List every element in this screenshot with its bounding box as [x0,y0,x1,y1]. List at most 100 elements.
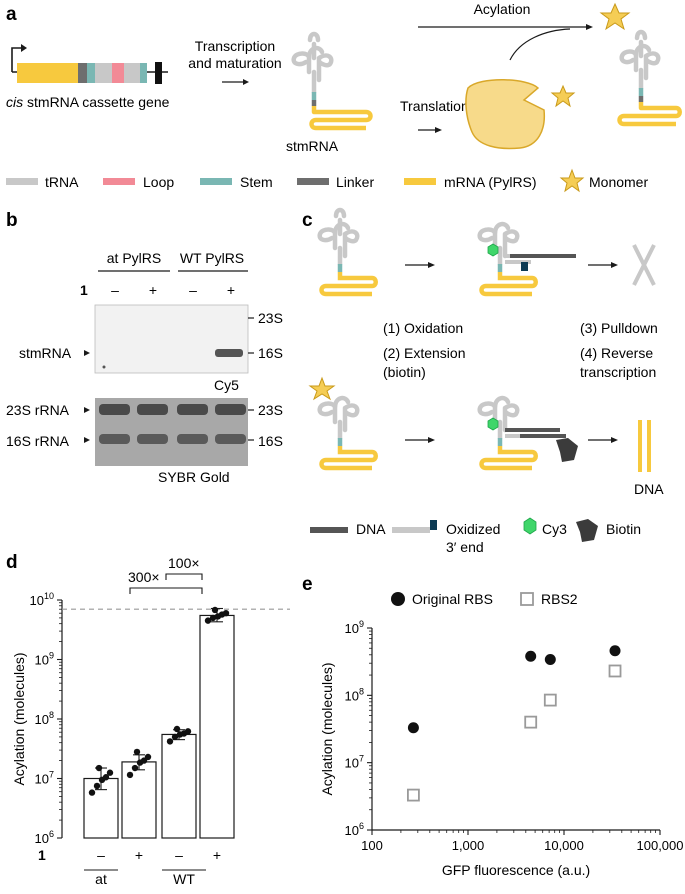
legend-monomer-label: Monomer [589,174,648,190]
e-x-tick-label: 1,000 [452,838,485,853]
stmrna-gel-label: stmRNA [19,345,72,361]
legend-a: tRNA Loop Stem Linker mRNA (PylRS) Monom… [6,168,648,193]
gfp-scatter-chart: 106 107 108 109 100 1,000 10,000 100,000 GFP flu… [319,619,684,878]
transcription-label-1: Transcription [195,38,275,54]
e-original-point [407,722,419,734]
d-compound-sign: – [97,847,105,863]
legend-loop-label: Loop [143,174,174,190]
panel-c-label: c [302,210,313,231]
d-data-point [88,789,96,796]
c-monomer-star-icon [308,376,336,401]
legend-original-label: Original RBS [412,591,493,607]
e-x-axis-label: GFP fluorescence (a.u.) [442,862,590,878]
compound-1-label-d: 1 [38,847,46,863]
step-transcription: transcription [580,364,656,380]
group-at-pylrs-label: at PylRS [107,250,161,266]
group-wt-label: WT [173,871,195,887]
transcription-label-2: and maturation [188,55,281,71]
stmrna-band [215,349,243,357]
legend-dna-label: DNA [356,521,386,537]
legend-biotin-icon [576,519,598,542]
unacylated-trna-diagram [317,207,378,297]
legend-stem-label: Stem [240,174,273,190]
translation-label: Translation [400,98,469,114]
e-x-tick-label: 100,000 [637,838,684,853]
d-y-axis-label: Acylation (molecules) [11,652,27,785]
d-data-point [184,728,192,735]
e-x-tick-label: 100 [361,838,383,853]
step-extension-biotin: (biotin) [383,364,426,380]
d-data-point [144,753,152,761]
e-y-tick-label: 109 [345,619,364,636]
annot-300x: 300× [128,569,160,585]
compound-1-label-b: 1 [80,282,88,298]
legend-trna-label: tRNA [45,174,79,190]
d-data-point [106,769,114,776]
pulldown-fail-cross-icon [632,244,656,286]
legend-original-marker [391,592,405,606]
d-compound-sign: + [213,847,221,863]
d-compound-sign: – [175,847,183,863]
acylated-trna-diagram-c [317,395,378,471]
legend-oxidized-label-1: Oxidized [446,521,500,537]
legend-biotin-label: Biotin [606,521,641,537]
d-bar [161,733,197,839]
step-oxidation: (1) Oxidation [383,320,463,336]
monomer-star-icon [550,84,576,108]
annot-100x: 100× [168,555,200,571]
cy5-gel-image [94,304,249,374]
e-rbs2-point [608,664,622,678]
step-pulldown: (3) Pulldown [580,320,658,336]
gene-cassette-diagram [11,44,168,84]
legend-monomer-star-icon [559,168,585,193]
lane-sign-4: + [227,282,235,298]
d-y-tick-label: 106 [35,829,54,846]
extended-trna-diagram [477,221,576,297]
d-data-point [133,748,141,756]
d-y-tick-label: 109 [35,651,54,668]
e-y-axis-label: Acylation (molecules) [319,662,335,795]
legend-dna-swatch [310,527,348,533]
step-reverse: (4) Reverse [580,345,653,361]
e-original-point [609,645,621,657]
legend-rbs2-marker [520,592,534,606]
acylation-label: Acylation [474,1,531,17]
e-rbs2-point [407,788,420,802]
legend-cy3-label: Cy3 [542,521,567,537]
e-y-tick-label: 106 [345,821,364,838]
legend-linker-label: Linker [336,174,374,190]
d-data-point [166,738,174,745]
panel-e-label: e [302,574,313,595]
legend-mrna-swatch [404,178,436,185]
sybr-gold-label: SYBR Gold [158,469,230,485]
stmrna-diagram [291,31,373,131]
d-y-tick-label: 107 [35,770,54,787]
lane-sign-2: + [149,282,157,298]
acylation-bar-chart: 106 107 108 109 1010 Acylation (molecules) – + –… [11,591,290,863]
e-rbs2-point [524,715,538,729]
d-data-point [126,771,134,779]
legend-stem-swatch [200,178,232,185]
acylated-monomer-star-icon [599,2,631,31]
biotinylated-trna-diagram [477,395,578,471]
legend-mrna-label: mRNA (PylRS) [444,174,537,190]
legend-trna-swatch [6,178,38,185]
panel-d-label: d [6,552,18,573]
d-data-point [131,764,139,772]
panel-b-label: b [6,210,18,231]
stmrna-label: stmRNA [286,138,339,154]
legend-c: DNA Oxidized 3′ end Cy3 Biotin [310,517,641,555]
step-extension: (2) Extension [383,345,465,361]
d-y-tick-label: 108 [35,710,54,727]
e-y-tick-label: 108 [345,686,364,703]
d-data-point [211,606,219,614]
legend-oxidized-swatch [392,527,430,533]
pylrs-enzyme-shape [465,79,546,150]
lane-sign-3: – [189,282,197,298]
e-original-point [544,654,556,666]
d-data-point [209,614,217,622]
d-data-point [102,774,110,781]
d-data-point [173,725,181,733]
d-bar [199,614,235,839]
